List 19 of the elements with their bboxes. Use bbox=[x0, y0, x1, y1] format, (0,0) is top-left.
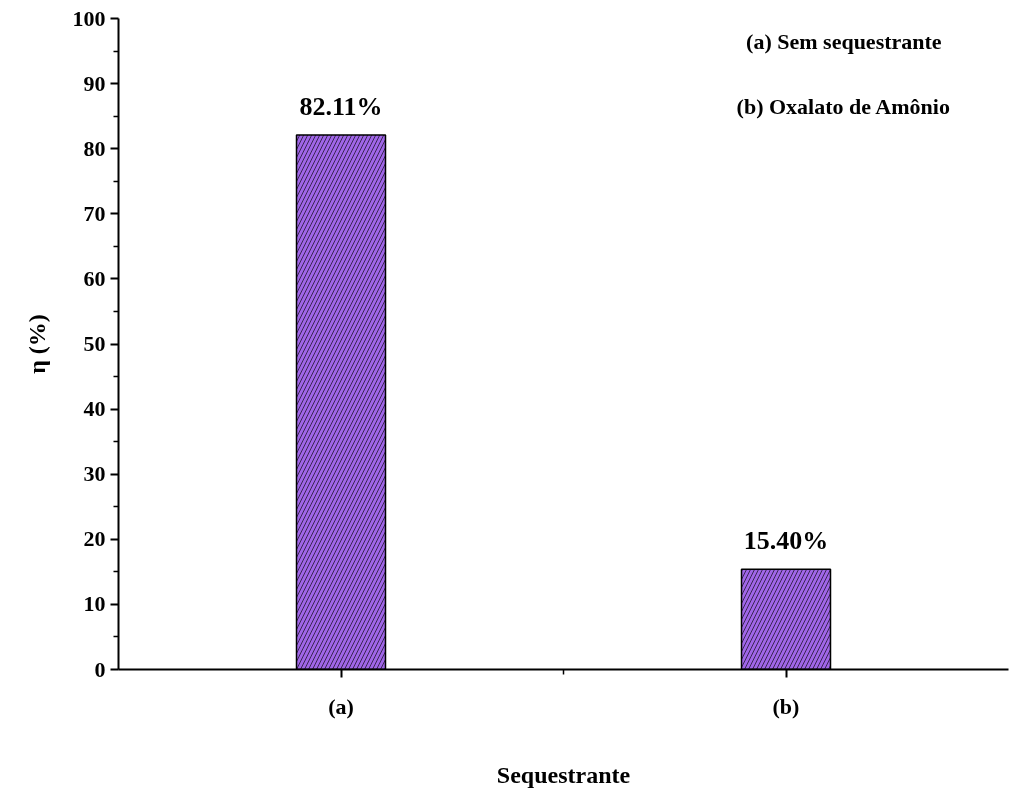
x-axis-title: Sequestrante bbox=[496, 761, 631, 788]
y-axis-title: η (%) bbox=[23, 314, 50, 374]
y-tick-label: 50 bbox=[83, 331, 106, 356]
data-label: 15.40% bbox=[743, 526, 829, 556]
y-tick-label: 30 bbox=[83, 461, 106, 487]
y-tick-label: 10 bbox=[83, 591, 106, 617]
annotation: (a) Sem sequestrante bbox=[746, 28, 942, 54]
y-tick-label: 60 bbox=[83, 265, 106, 291]
x-tick-label: (a) bbox=[328, 693, 354, 719]
y-tick-label: 0 bbox=[94, 656, 106, 682]
x-tick-label: (b) bbox=[772, 693, 800, 719]
y-tick-label: 70 bbox=[83, 200, 106, 226]
y-tick-label: 40 bbox=[83, 396, 106, 422]
data-label: 82.11% bbox=[299, 91, 383, 121]
y-tick-label: 90 bbox=[83, 70, 106, 96]
y-tick-label: 20 bbox=[83, 526, 106, 552]
y-tick-label: 80 bbox=[83, 135, 106, 161]
y-tick-label: 100 bbox=[72, 5, 106, 31]
annotation: (b) Oxalato de Amônio bbox=[736, 93, 950, 119]
